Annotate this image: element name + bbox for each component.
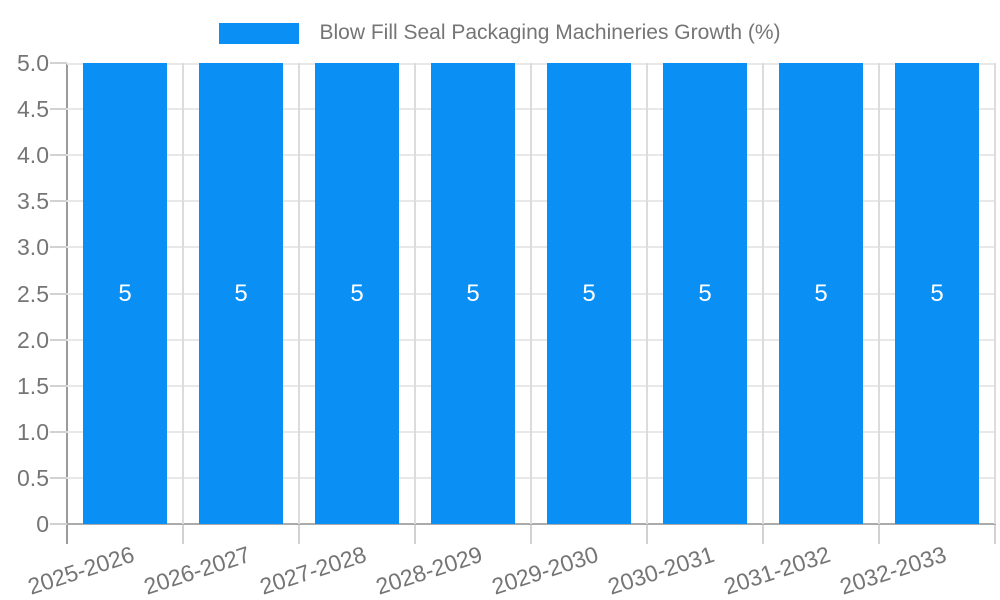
y-tick-label: 5.0 <box>17 50 49 76</box>
legend-swatch <box>219 22 300 44</box>
y-tick-mark <box>50 476 67 479</box>
x-tick-mark <box>646 525 648 544</box>
y-tick-label: 3.0 <box>17 234 49 261</box>
bar-2029-2030[interactable]: 5 <box>547 63 631 524</box>
x-tick-mark <box>182 525 184 544</box>
y-tick-mark <box>50 246 67 249</box>
gridline-vertical <box>182 63 184 524</box>
bar-2032-2033[interactable]: 5 <box>895 63 979 524</box>
y-tick-label: 2.0 <box>17 326 49 353</box>
y-tick-label: 0 <box>36 511 49 537</box>
gridline-vertical <box>298 63 300 524</box>
bar-value-label: 5 <box>930 279 944 307</box>
x-tick-mark <box>762 525 764 544</box>
chart-legend[interactable]: Blow Fill Seal Packaging Machineries Gro… <box>0 18 1000 48</box>
bar-2031-2032[interactable]: 5 <box>779 63 863 524</box>
y-tick-label: 2.5 <box>17 280 49 307</box>
gridline-vertical <box>530 63 532 524</box>
y-tick-mark <box>50 292 67 295</box>
bar-value-label: 5 <box>582 279 596 307</box>
x-tick-mark <box>994 525 996 544</box>
gridline-vertical <box>646 63 648 524</box>
y-tick-mark <box>50 200 67 203</box>
x-axis-line <box>66 523 996 525</box>
x-tick-mark <box>414 525 416 544</box>
y-tick-mark <box>50 523 67 525</box>
bar-value-label: 5 <box>350 279 364 307</box>
gridline-vertical <box>878 63 880 524</box>
y-tick-mark <box>50 154 67 157</box>
y-axis-line <box>66 63 68 544</box>
y-tick-label: 1.0 <box>17 418 49 445</box>
y-tick-mark <box>50 62 67 64</box>
bar-2025-2026[interactable]: 5 <box>83 63 167 524</box>
y-tick-label: 4.0 <box>17 142 49 169</box>
y-tick-mark <box>50 430 67 433</box>
bar-value-label: 5 <box>814 279 828 307</box>
x-tick-mark <box>878 525 880 544</box>
bar-2030-2031[interactable]: 5 <box>663 63 747 524</box>
bar-2028-2029[interactable]: 5 <box>431 63 515 524</box>
y-tick-label: 0.5 <box>17 464 49 491</box>
bar-value-label: 5 <box>234 279 248 307</box>
legend-label: Blow Fill Seal Packaging Machineries Gro… <box>319 21 781 44</box>
y-tick-mark <box>50 338 67 341</box>
bar-value-label: 5 <box>698 279 712 307</box>
bar-2027-2028[interactable]: 5 <box>315 63 399 524</box>
y-tick-mark <box>50 108 67 111</box>
bar-value-label: 5 <box>466 279 480 307</box>
y-tick-label: 1.5 <box>17 372 49 399</box>
x-tick-mark <box>298 525 300 544</box>
y-tick-label: 4.5 <box>17 96 49 123</box>
plot-area: 5 5 5 5 5 5 5 5 <box>67 63 996 524</box>
y-tick-label: 3.5 <box>17 188 49 215</box>
y-tick-mark <box>50 384 67 387</box>
bar-2026-2027[interactable]: 5 <box>199 63 283 524</box>
gridline-vertical <box>994 63 996 524</box>
gridline-vertical <box>762 63 764 524</box>
bar-value-label: 5 <box>118 279 132 307</box>
x-tick-mark <box>530 525 532 544</box>
gridline-vertical <box>414 63 416 524</box>
